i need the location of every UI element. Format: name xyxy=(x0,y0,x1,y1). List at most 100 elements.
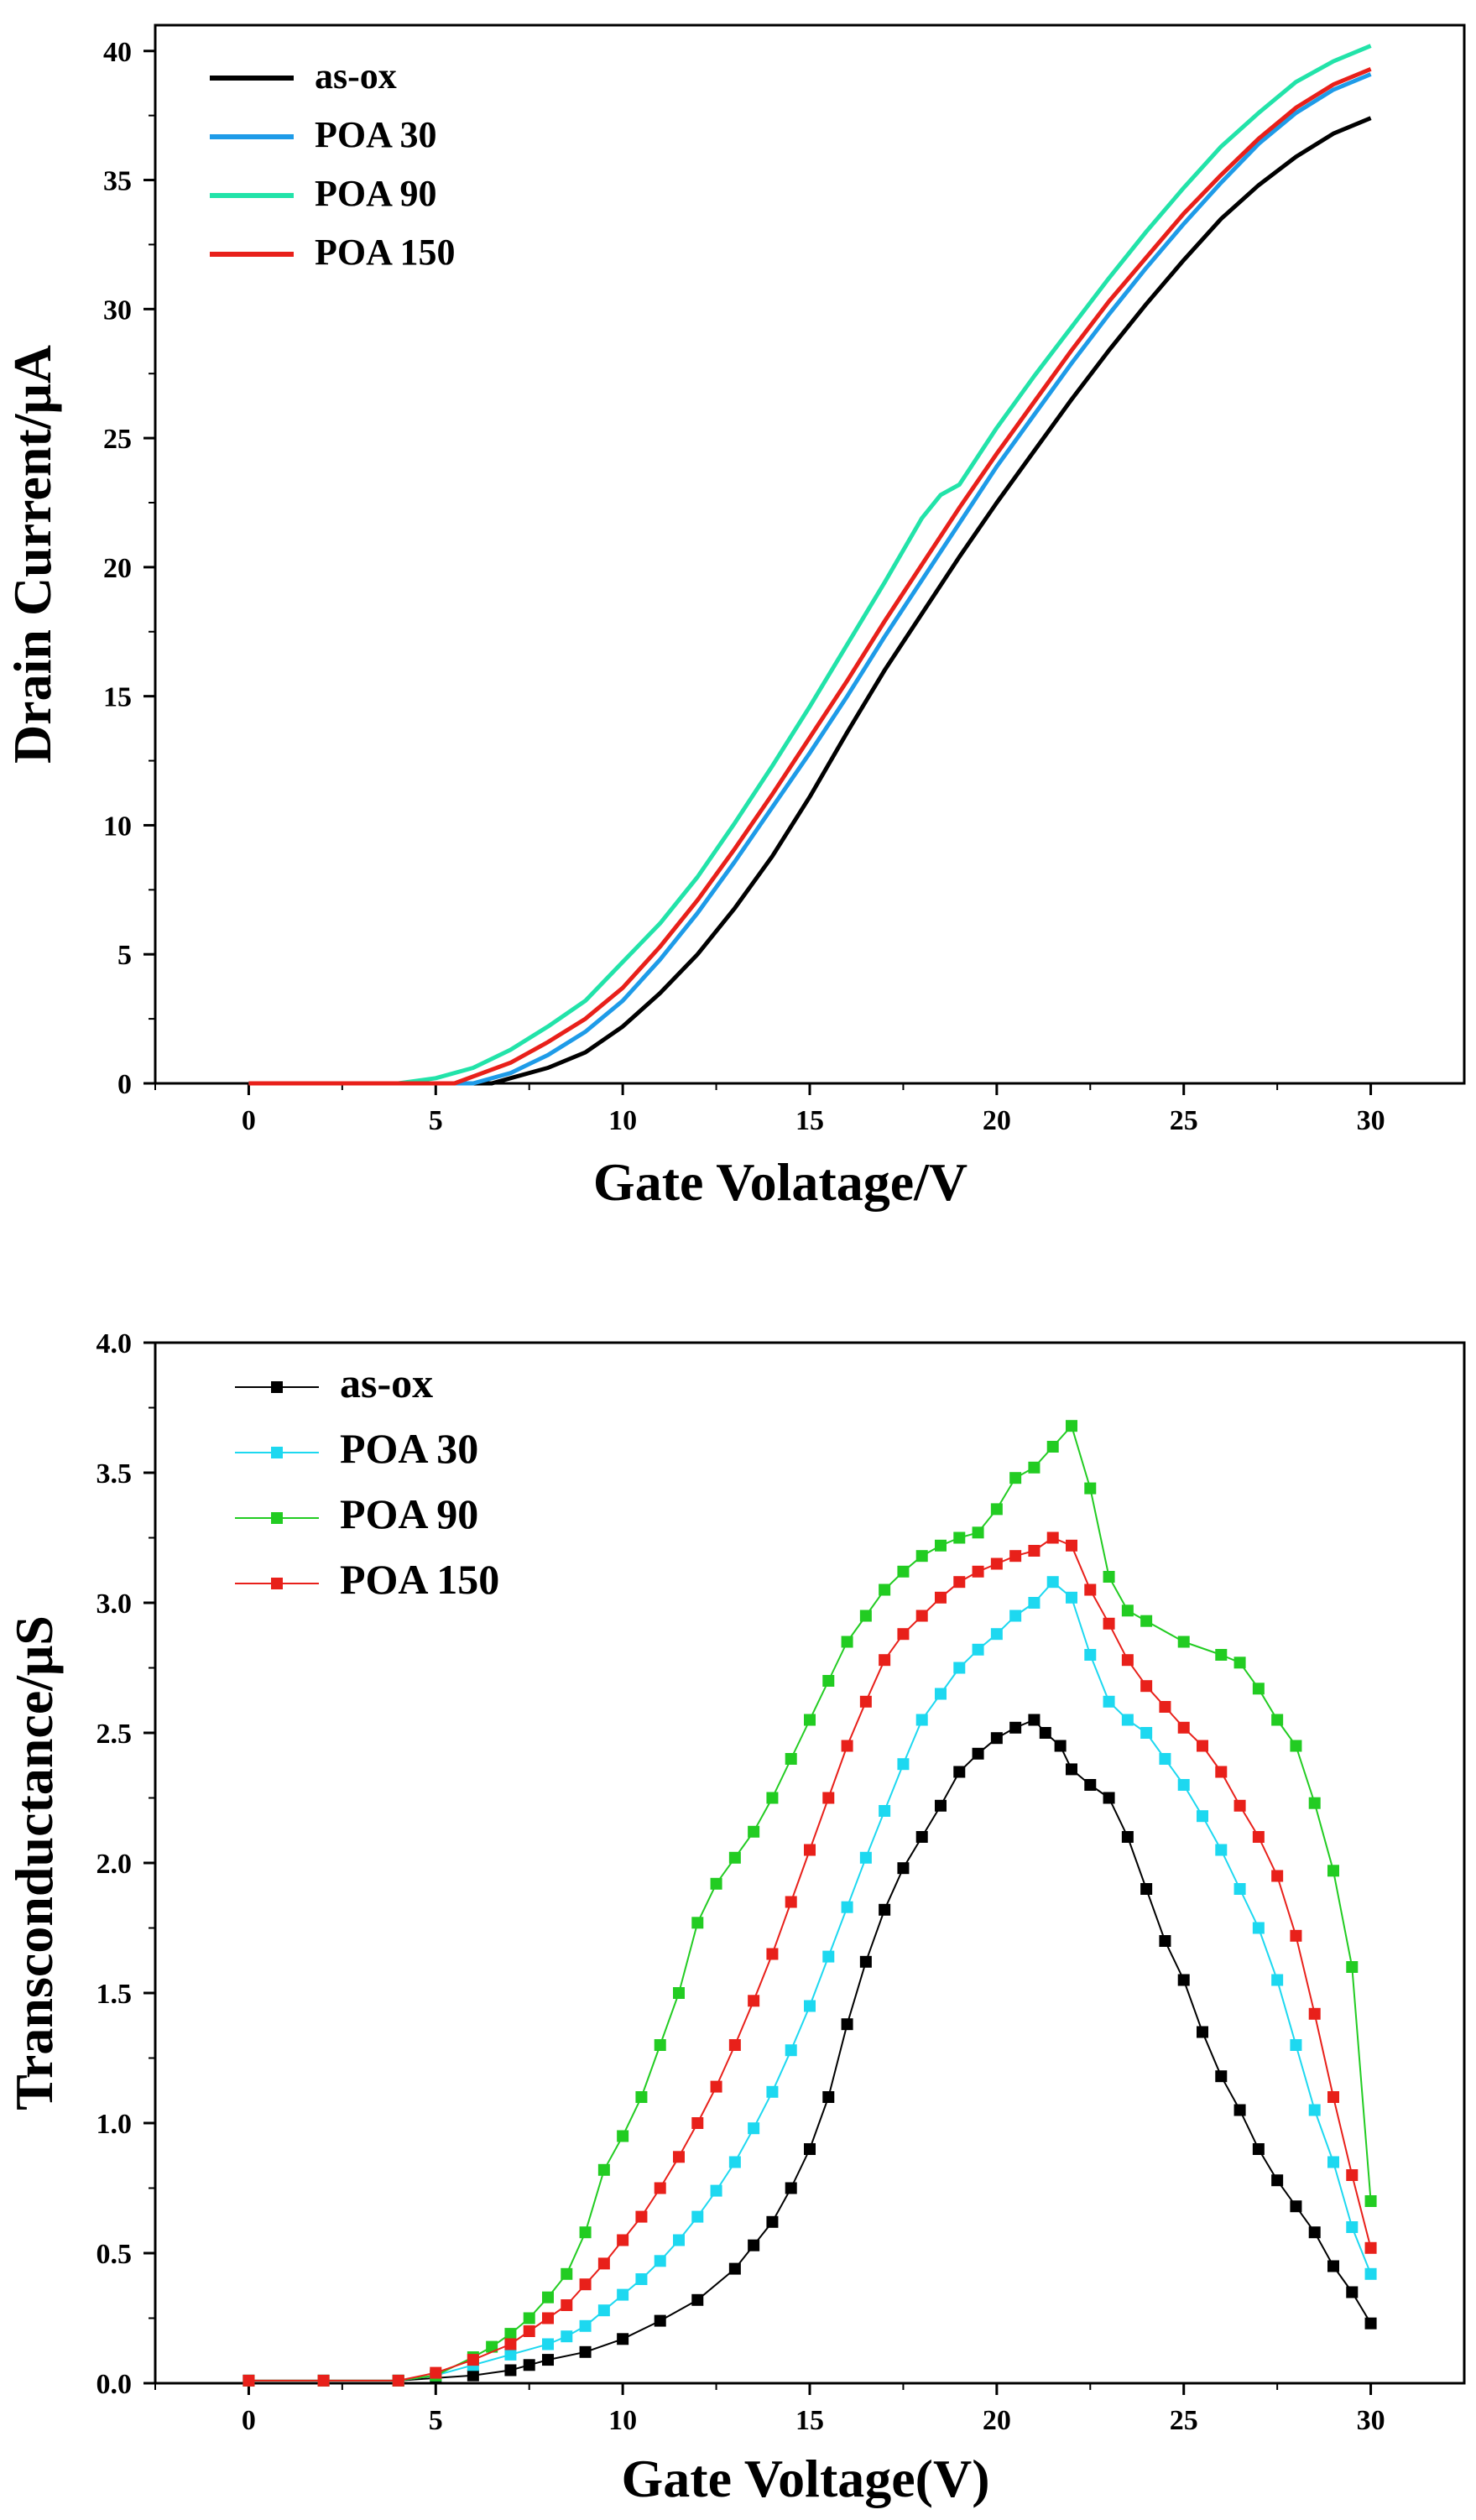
data-point xyxy=(1215,2070,1228,2083)
legend-label: POA 30 xyxy=(340,1425,478,1472)
data-point xyxy=(879,1805,891,1817)
data-point xyxy=(841,1740,853,1752)
data-point xyxy=(1252,1922,1265,1934)
data-point xyxy=(766,2215,779,2228)
data-point xyxy=(915,1610,928,1622)
data-point xyxy=(859,1955,872,1968)
data-point xyxy=(467,2369,479,2382)
data-point xyxy=(804,2000,816,2012)
x-tick-label: 0 xyxy=(242,2405,256,2436)
data-point xyxy=(617,2130,629,2142)
data-point xyxy=(1290,2039,1302,2051)
data-point xyxy=(317,2374,330,2387)
data-point xyxy=(1177,1721,1190,1734)
data-point xyxy=(1327,2260,1339,2272)
data-point xyxy=(673,2234,685,2246)
data-point xyxy=(1103,1792,1115,1804)
data-point xyxy=(504,2328,517,2340)
data-point xyxy=(935,1591,947,1604)
data-point xyxy=(990,1732,1003,1745)
y-tick-label: 2.0 xyxy=(96,1849,133,1880)
data-point xyxy=(654,2039,666,2051)
data-point xyxy=(1197,1810,1208,1823)
data-point xyxy=(579,2226,592,2239)
y-tick-label: 0.0 xyxy=(96,2369,133,2400)
data-point xyxy=(1197,1740,1208,1752)
y-tick-label: 30 xyxy=(103,295,132,326)
data-point xyxy=(748,2239,760,2251)
data-point xyxy=(879,1654,891,1667)
data-point xyxy=(504,2348,517,2361)
data-point xyxy=(859,1610,872,1622)
data-point xyxy=(467,2354,479,2366)
data-point xyxy=(1197,2026,1208,2038)
data-point xyxy=(542,2312,554,2324)
series-line-as-ox xyxy=(248,116,1372,1086)
data-point xyxy=(785,1753,797,1765)
data-point xyxy=(748,1825,760,1838)
data-point xyxy=(935,1799,947,1812)
data-point xyxy=(1177,1974,1190,1986)
data-point xyxy=(1121,1654,1134,1667)
data-point xyxy=(579,2345,592,2358)
data-point xyxy=(542,2354,554,2366)
data-point xyxy=(1140,1680,1153,1693)
data-point xyxy=(1140,1727,1153,1739)
data-point xyxy=(972,1643,984,1656)
data-point xyxy=(1346,2221,1359,2233)
data-point xyxy=(1121,1604,1134,1617)
data-point xyxy=(915,1550,928,1563)
data-point xyxy=(635,2091,648,2103)
data-point xyxy=(972,1565,984,1578)
data-point xyxy=(1346,2286,1359,2298)
data-point xyxy=(1271,1714,1284,1726)
data-point xyxy=(990,1557,1003,1570)
data-point xyxy=(728,2039,741,2051)
data-point xyxy=(1308,2104,1321,2116)
data-point xyxy=(1233,2104,1246,2116)
y-tick-label: 3.5 xyxy=(96,1458,133,1490)
data-point xyxy=(617,2288,629,2301)
data-point xyxy=(766,1792,779,1804)
data-point xyxy=(935,1539,947,1552)
data-point xyxy=(859,1851,872,1864)
data-point xyxy=(728,2262,741,2275)
y-tick-label: 5 xyxy=(117,940,132,971)
x-axis-title: Gate Voltage(V) xyxy=(621,2449,989,2508)
data-point xyxy=(1159,1701,1171,1713)
data-point xyxy=(579,2278,592,2291)
data-point xyxy=(542,2338,554,2350)
data-point xyxy=(1159,1935,1171,1947)
data-point xyxy=(915,1714,928,1726)
x-tick-label: 30 xyxy=(1357,1105,1385,1136)
data-point xyxy=(1327,2091,1339,2103)
data-point xyxy=(1290,1929,1302,1942)
data-point xyxy=(1233,1799,1246,1812)
y-tick-label: 1.0 xyxy=(96,2109,133,2140)
data-point xyxy=(561,2267,573,2280)
data-point xyxy=(542,2291,554,2303)
data-point xyxy=(617,2333,629,2345)
data-point xyxy=(1364,2195,1377,2207)
data-point xyxy=(243,2374,255,2387)
data-point xyxy=(597,2304,610,2317)
data-point xyxy=(841,1636,853,1648)
data-point xyxy=(1215,1649,1228,1661)
y-tick-label: 35 xyxy=(103,166,132,197)
data-point xyxy=(710,2080,722,2093)
data-point xyxy=(654,2314,666,2327)
legend-marker xyxy=(271,1447,283,1458)
data-point xyxy=(990,1628,1003,1641)
data-point xyxy=(1346,2169,1359,2181)
data-point xyxy=(1009,1610,1022,1622)
data-point xyxy=(1308,2226,1321,2239)
data-point xyxy=(1233,1883,1246,1895)
drain-current-chart: 0 5 10 15 20 25 30 0 5 10 15 20 25 30 35 40 Gate Volatag… xyxy=(3,23,1466,1212)
data-point xyxy=(1252,1683,1265,1695)
data-point xyxy=(953,1531,966,1544)
data-point xyxy=(728,2156,741,2168)
data-point xyxy=(748,2122,760,2135)
data-point xyxy=(1364,2267,1377,2280)
data-point xyxy=(972,1526,984,1539)
data-point xyxy=(1046,1576,1059,1589)
